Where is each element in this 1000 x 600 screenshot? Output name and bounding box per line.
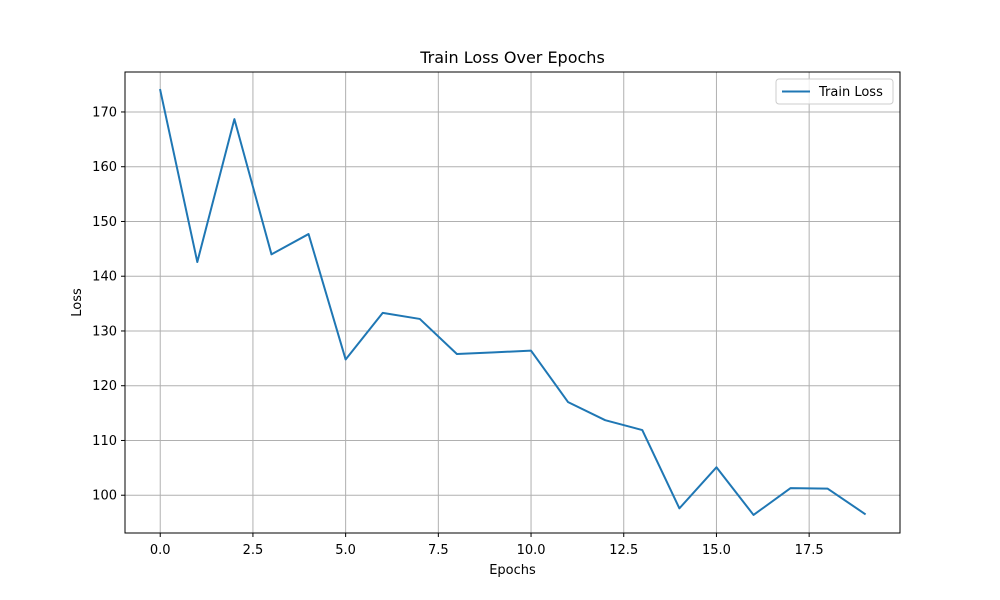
data-point xyxy=(678,507,680,509)
x-tick-label: 2.5 xyxy=(243,543,264,558)
series-line-train-loss xyxy=(159,88,867,516)
y-axis-ticks: 100 110 120 130 140 150 160 170 xyxy=(92,105,125,504)
data-point xyxy=(493,351,495,353)
data-point xyxy=(382,312,384,314)
data-point xyxy=(567,401,569,403)
legend-box xyxy=(775,78,894,105)
data-point xyxy=(604,419,606,421)
chart-title: Train Loss Over Epochs xyxy=(419,48,605,67)
x-axis-ticks: 0.0 2.5 5.0 7.5 10.0 12.5 15.0 17.5 xyxy=(150,533,824,558)
data-point xyxy=(270,253,272,255)
data-point xyxy=(641,429,643,431)
data-point xyxy=(456,353,458,355)
data-point xyxy=(864,513,866,515)
grid-lines xyxy=(125,72,900,533)
x-tick-label: 15.0 xyxy=(702,543,731,558)
legend: Train Loss xyxy=(775,78,894,105)
data-point xyxy=(715,466,717,468)
data-point xyxy=(790,487,792,489)
data-point xyxy=(419,318,421,320)
legend-label-train-loss: Train Loss xyxy=(818,85,883,100)
y-tick-label: 100 xyxy=(92,489,117,504)
y-axis-label: Loss xyxy=(70,288,85,317)
data-point xyxy=(827,488,829,490)
y-tick-label: 170 xyxy=(92,105,117,120)
x-tick-label: 7.5 xyxy=(428,543,449,558)
y-tick-label: 140 xyxy=(92,270,117,285)
plot-frame xyxy=(124,71,901,534)
data-point xyxy=(159,89,161,91)
data-point xyxy=(345,358,347,360)
data-point xyxy=(308,233,310,235)
data-point xyxy=(753,514,755,516)
y-tick-label: 160 xyxy=(92,160,117,175)
x-axis-label: Epochs xyxy=(489,563,536,578)
x-tick-label: 12.5 xyxy=(609,543,638,558)
x-tick-label: 17.5 xyxy=(795,543,824,558)
y-tick-label: 150 xyxy=(92,215,117,230)
x-tick-label: 10.0 xyxy=(517,543,546,558)
x-tick-label: 5.0 xyxy=(335,543,356,558)
y-tick-label: 110 xyxy=(92,434,117,449)
y-tick-label: 130 xyxy=(92,324,117,339)
y-tick-label: 120 xyxy=(92,379,117,394)
data-point xyxy=(233,118,235,120)
series-lines xyxy=(159,88,867,516)
data-point xyxy=(196,261,198,263)
x-tick-label: 0.0 xyxy=(150,543,171,558)
data-point xyxy=(530,350,532,352)
